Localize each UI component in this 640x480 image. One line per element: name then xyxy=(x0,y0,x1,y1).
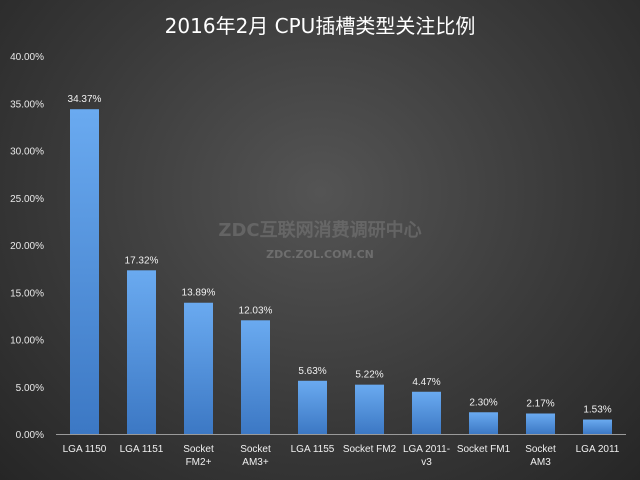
y-axis-ticks: 0.00% 5.00% 10.00% 15.00% 20.00% 25.00% 30.00%… xyxy=(10,52,44,441)
y-tick-label: 5.00% xyxy=(16,383,44,394)
chart-title: 2016年2月 CPU插槽类型关注比例 xyxy=(165,14,476,38)
bars xyxy=(70,109,612,435)
bar xyxy=(241,320,270,434)
category-label: LGA 2011- xyxy=(403,444,450,455)
category-label: LGA 1151 xyxy=(120,444,164,455)
category-label: LGA 1155 xyxy=(291,444,335,455)
category-label: LGA 1150 xyxy=(63,444,107,455)
category-label: Socket xyxy=(525,444,556,455)
category-label: Socket FM1 xyxy=(457,444,511,455)
watermark-line1: ZDC互联网消费调研中心 xyxy=(218,219,421,241)
bar xyxy=(469,412,498,434)
watermark: ZDC互联网消费调研中心 ZDC.ZOL.COM.CN xyxy=(218,219,421,261)
data-label: 5.63% xyxy=(298,366,326,377)
y-tick-label: 25.00% xyxy=(10,194,44,205)
data-label: 1.53% xyxy=(583,405,611,416)
category-labels: LGA 1150 LGA 1151 Socket FM2+ Socket AM3+ LGA … xyxy=(63,444,620,468)
bar xyxy=(583,419,612,434)
category-label: AM3+ xyxy=(242,457,269,468)
data-label: 12.03% xyxy=(239,305,273,316)
y-tick-label: 20.00% xyxy=(10,241,44,252)
category-label: Socket xyxy=(183,444,214,455)
category-label: FM2+ xyxy=(186,457,212,468)
bar xyxy=(127,270,156,434)
bar xyxy=(298,380,327,434)
data-label: 34.37% xyxy=(68,94,102,105)
y-tick-label: 40.00% xyxy=(10,52,44,63)
y-tick-label: 30.00% xyxy=(10,147,44,158)
y-tick-label: 15.00% xyxy=(10,288,44,299)
data-labels: 34.37% 17.32% 13.89% 12.03% 5.63% 5.22% 4.47% 2… xyxy=(68,94,612,415)
data-label: 2.30% xyxy=(469,397,497,408)
category-label: AM3 xyxy=(530,457,551,468)
data-label: 13.89% xyxy=(182,288,216,299)
bar xyxy=(412,391,441,434)
y-tick-label: 0.00% xyxy=(16,430,44,441)
category-label: Socket xyxy=(240,444,271,455)
bar xyxy=(184,302,213,434)
bar xyxy=(526,413,555,434)
watermark-line2: ZDC.ZOL.COM.CN xyxy=(266,248,374,261)
bar xyxy=(355,384,384,434)
category-label: Socket FM2 xyxy=(343,444,397,455)
y-tick-label: 35.00% xyxy=(10,99,44,110)
y-tick-label: 10.00% xyxy=(10,336,44,347)
data-label: 2.17% xyxy=(526,398,554,409)
category-label: LGA 2011 xyxy=(576,444,620,455)
category-label: v3 xyxy=(421,457,432,468)
data-label: 17.32% xyxy=(125,255,159,266)
bar xyxy=(70,109,99,435)
data-label: 5.22% xyxy=(355,370,383,381)
data-label: 4.47% xyxy=(412,377,440,388)
